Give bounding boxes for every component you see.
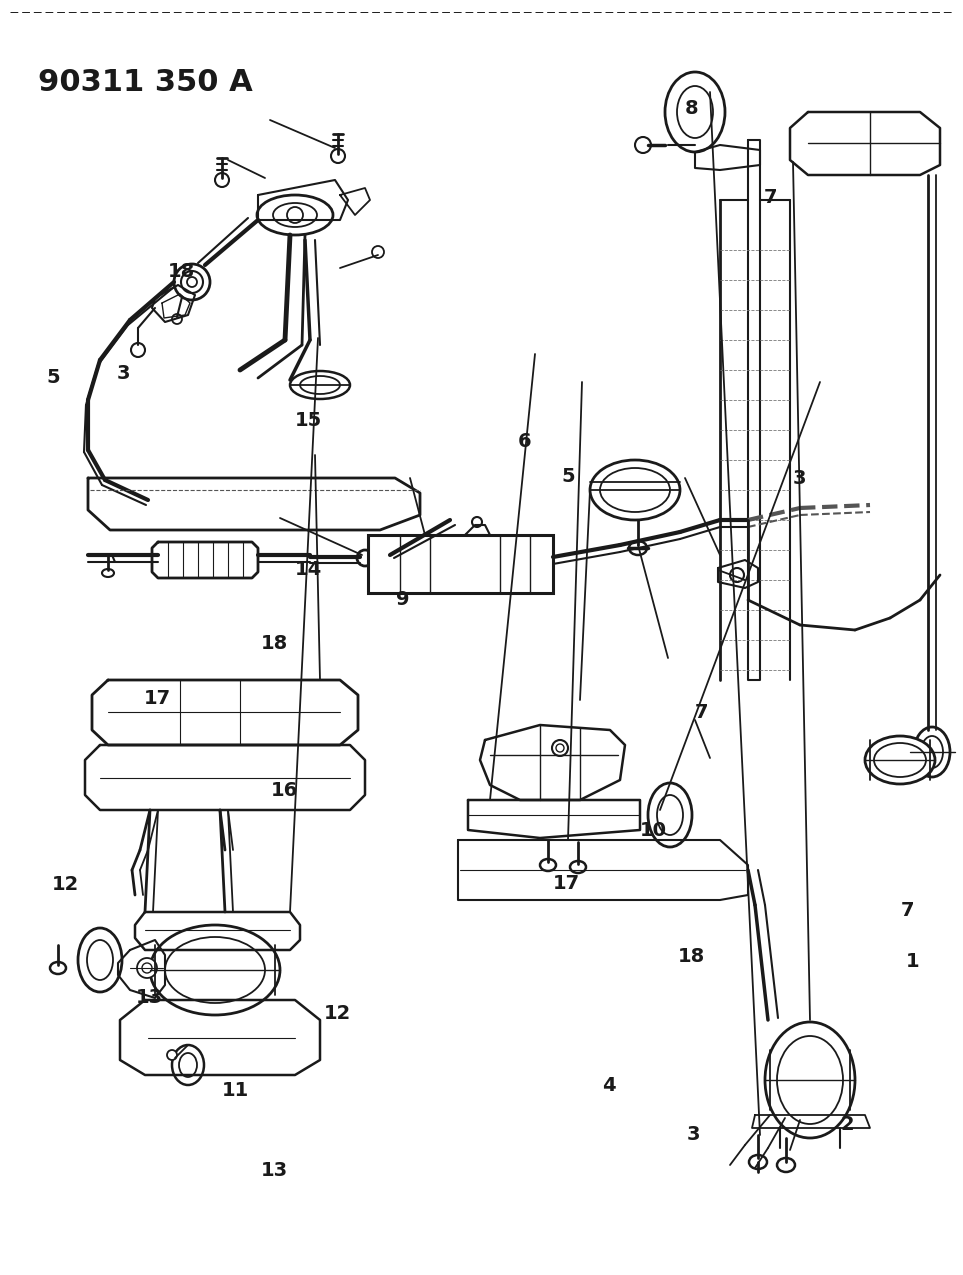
Ellipse shape (556, 745, 564, 752)
Ellipse shape (181, 272, 203, 293)
Text: 6: 6 (518, 432, 532, 450)
Ellipse shape (600, 468, 670, 513)
Text: 8: 8 (685, 99, 698, 117)
Text: 90311 350 A: 90311 350 A (38, 68, 252, 97)
Ellipse shape (102, 569, 114, 578)
Ellipse shape (273, 203, 317, 227)
Ellipse shape (590, 460, 680, 520)
Ellipse shape (172, 314, 182, 324)
Text: 9: 9 (396, 590, 409, 608)
Bar (368, 536, 553, 593)
Ellipse shape (629, 541, 647, 555)
Text: 4: 4 (602, 1076, 615, 1094)
Ellipse shape (657, 796, 683, 835)
Ellipse shape (749, 1155, 767, 1169)
Ellipse shape (665, 71, 725, 152)
Text: 13: 13 (261, 1162, 288, 1179)
Ellipse shape (165, 937, 265, 1003)
Ellipse shape (765, 1023, 855, 1139)
Ellipse shape (914, 727, 950, 776)
Text: 2: 2 (841, 1116, 854, 1133)
Ellipse shape (137, 958, 157, 978)
Text: 12: 12 (324, 1005, 351, 1023)
Ellipse shape (570, 861, 586, 873)
Ellipse shape (357, 550, 373, 566)
Text: 11: 11 (222, 1081, 249, 1099)
Ellipse shape (257, 195, 333, 235)
Text: 18: 18 (678, 947, 705, 965)
Ellipse shape (142, 963, 152, 973)
Ellipse shape (540, 859, 556, 871)
Ellipse shape (150, 924, 280, 1015)
Ellipse shape (777, 1037, 843, 1125)
Text: 3: 3 (687, 1126, 700, 1144)
Ellipse shape (552, 740, 568, 756)
Ellipse shape (635, 136, 651, 153)
Text: 12: 12 (52, 876, 79, 894)
Text: 7: 7 (900, 901, 914, 919)
Ellipse shape (87, 940, 113, 980)
Ellipse shape (287, 207, 303, 223)
Text: 10: 10 (639, 821, 666, 839)
Text: 15: 15 (295, 412, 322, 430)
Ellipse shape (172, 1046, 204, 1085)
Text: 3: 3 (793, 469, 806, 487)
Ellipse shape (874, 743, 926, 776)
Text: 7: 7 (764, 189, 777, 207)
Text: 16: 16 (271, 782, 298, 799)
Ellipse shape (50, 963, 66, 974)
Ellipse shape (372, 246, 384, 258)
Text: 5: 5 (561, 468, 575, 486)
Text: 7: 7 (694, 704, 708, 722)
Ellipse shape (174, 264, 210, 300)
Ellipse shape (300, 376, 340, 394)
Ellipse shape (215, 173, 229, 187)
Text: 1: 1 (906, 952, 920, 970)
Ellipse shape (730, 567, 744, 581)
Text: 13: 13 (136, 988, 163, 1006)
Ellipse shape (777, 1158, 795, 1172)
Ellipse shape (187, 277, 197, 287)
Ellipse shape (290, 371, 350, 399)
Ellipse shape (78, 928, 122, 992)
Text: 3: 3 (117, 365, 130, 382)
Ellipse shape (648, 783, 692, 847)
Text: 17: 17 (143, 690, 170, 708)
Ellipse shape (677, 85, 713, 138)
Ellipse shape (179, 1053, 197, 1077)
Text: 18: 18 (261, 635, 288, 653)
Ellipse shape (921, 736, 943, 768)
Text: 17: 17 (553, 875, 580, 892)
Ellipse shape (167, 1051, 177, 1060)
Ellipse shape (472, 516, 482, 527)
Text: 18: 18 (168, 263, 195, 280)
Text: 14: 14 (295, 561, 322, 579)
Text: 5: 5 (46, 368, 60, 386)
Ellipse shape (131, 343, 145, 357)
Ellipse shape (331, 149, 345, 163)
Ellipse shape (865, 736, 935, 784)
